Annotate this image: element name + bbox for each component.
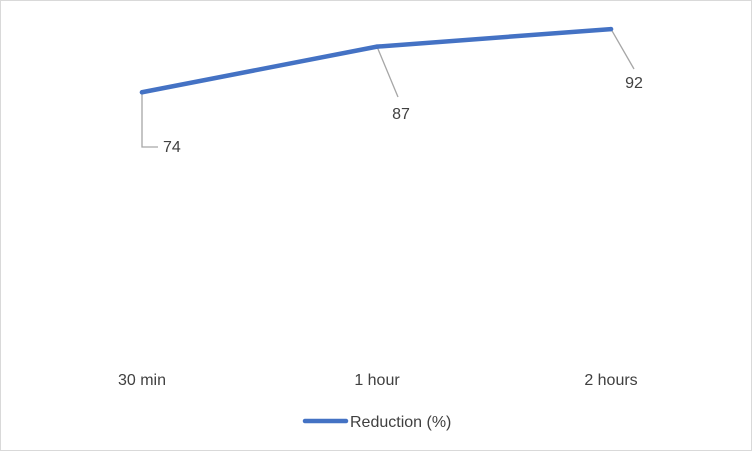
series-lines: [139, 26, 614, 95]
leader-line: [376, 46, 399, 98]
x-tick-label: 2 hours: [584, 372, 637, 389]
data-labels: 74 87 92: [163, 75, 643, 156]
x-tick-label: 1 hour: [354, 372, 400, 389]
series-line-reduction: [139, 26, 614, 95]
data-label: 92: [625, 75, 643, 92]
leader-line: [141, 92, 158, 148]
data-label: 87: [392, 106, 410, 123]
legend-label: Reduction (%): [350, 414, 451, 431]
data-point: [139, 90, 145, 95]
data-label: 74: [163, 139, 181, 156]
data-point: [374, 44, 380, 49]
x-tick-label: 30 min: [118, 372, 166, 389]
data-point: [608, 26, 614, 32]
x-axis-tick-labels: 30 min 1 hour 2 hours: [118, 372, 638, 389]
leader-lines: [141, 28, 635, 148]
legend: Reduction (%): [302, 414, 451, 431]
leader-line: [610, 28, 635, 70]
